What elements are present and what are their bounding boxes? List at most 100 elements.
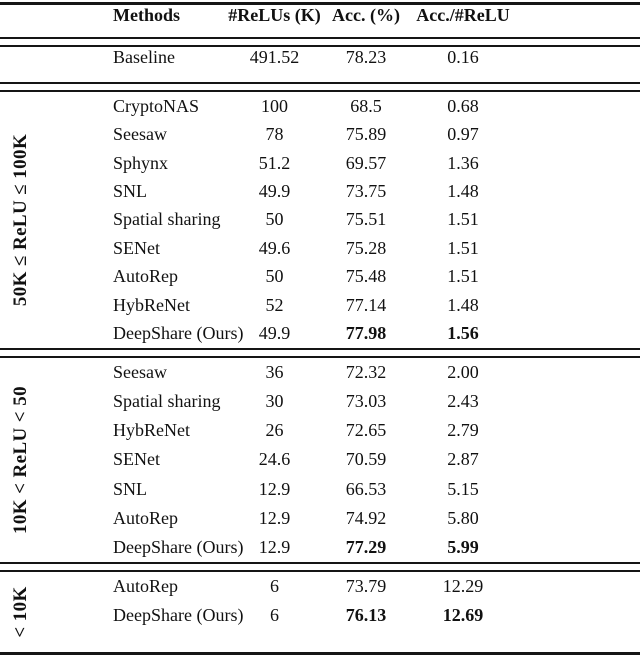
ratio-cell: 12.69 bbox=[442, 605, 484, 625]
relus-cell: 49.9 bbox=[258, 323, 291, 344]
acc-cell: 73.03 bbox=[345, 391, 387, 412]
acc-cell: 68.5 bbox=[350, 95, 382, 116]
ratio-cell: 2.00 bbox=[447, 362, 479, 383]
table-row: Spatial sharing 50 75.51 1.51 bbox=[0, 206, 640, 234]
ratio-cell: 0.16 bbox=[447, 47, 479, 67]
group-range-label: 10K < ReLU < 50 bbox=[10, 386, 31, 534]
relus-cell: 30 bbox=[265, 391, 284, 412]
relus-cell: 491.52 bbox=[249, 47, 300, 67]
group-section-10k-50: 10K < ReLU < 50 Seesaw 36 72.32 2.00 Spa… bbox=[0, 358, 640, 562]
ratio-cell: 1.51 bbox=[447, 209, 479, 230]
acc-cell: 72.32 bbox=[345, 362, 387, 383]
group-range-label: 50K ≤ ReLU ≤ 100K bbox=[10, 133, 31, 307]
acc-cell: 77.14 bbox=[345, 294, 387, 315]
relus-cell: 78 bbox=[265, 124, 284, 145]
ratio-cell: 5.15 bbox=[447, 478, 479, 499]
acc-cell: 76.13 bbox=[345, 605, 387, 625]
relus-cell: 26 bbox=[265, 420, 284, 441]
method-cell: SENet bbox=[113, 237, 160, 258]
ratio-cell: 12.29 bbox=[442, 576, 484, 596]
header-row: Methods #ReLUs (K) Acc. (%) Acc./#ReLU bbox=[0, 5, 640, 26]
relus-cell: 100 bbox=[261, 95, 288, 116]
table-row: Seesaw 78 75.89 0.97 bbox=[0, 120, 640, 148]
ratio-cell: 5.99 bbox=[447, 536, 479, 557]
relus-cell: 24.6 bbox=[258, 449, 291, 470]
method-cell: HybReNet bbox=[113, 420, 190, 441]
col-header-relus: #ReLUs (K) bbox=[228, 4, 321, 25]
col-header-methods: Methods bbox=[113, 4, 180, 25]
method-cell: DeepShare (Ours) bbox=[113, 605, 244, 625]
relus-cell: 49.6 bbox=[258, 237, 291, 258]
group-divider-rule bbox=[0, 562, 640, 572]
method-cell: SENet bbox=[113, 449, 160, 470]
table-row: HybReNet 52 77.14 1.48 bbox=[0, 291, 640, 319]
group-divider-rule bbox=[0, 348, 640, 358]
table-row: AutoRep 50 75.48 1.51 bbox=[0, 263, 640, 291]
method-cell: HybReNet bbox=[113, 294, 190, 315]
table-row: AutoRep 12.9 74.92 5.80 bbox=[0, 504, 640, 533]
relus-cell: 12.9 bbox=[258, 478, 291, 499]
acc-cell: 72.65 bbox=[345, 420, 387, 441]
relus-cell: 36 bbox=[265, 362, 284, 383]
acc-cell: 75.28 bbox=[345, 237, 387, 258]
acc-cell: 75.89 bbox=[345, 124, 387, 145]
relus-cell: 6 bbox=[270, 576, 279, 596]
baseline-section: Baseline 491.52 78.23 0.16 bbox=[0, 47, 640, 82]
method-cell: AutoRep bbox=[113, 576, 178, 596]
method-cell: SNL bbox=[113, 181, 148, 202]
group-rows: Seesaw 36 72.32 2.00 Spatial sharing 30 … bbox=[0, 358, 640, 562]
method-cell: Spatial sharing bbox=[113, 209, 221, 230]
table-row: Spatial sharing 30 73.03 2.43 bbox=[0, 387, 640, 416]
table-row: SENet 24.6 70.59 2.87 bbox=[0, 445, 640, 474]
table-row: Sphynx 51.2 69.57 1.36 bbox=[0, 149, 640, 177]
method-cell: Seesaw bbox=[113, 124, 167, 145]
group-section-under-10k: < 10K AutoRep 6 73.79 12.29 DeepShare (O… bbox=[0, 572, 640, 652]
table-row: DeepShare (Ours) 49.9 77.98 1.56 bbox=[0, 320, 640, 348]
relus-cell: 12.9 bbox=[258, 507, 291, 528]
acc-cell: 70.59 bbox=[345, 449, 387, 470]
ratio-cell: 1.51 bbox=[447, 266, 479, 287]
acc-cell: 75.48 bbox=[345, 266, 387, 287]
header-divider-rule bbox=[0, 37, 640, 47]
acc-cell: 73.79 bbox=[345, 576, 387, 596]
method-cell: SNL bbox=[113, 478, 148, 499]
ratio-cell: 0.68 bbox=[447, 95, 479, 116]
ratio-cell: 0.97 bbox=[447, 124, 479, 145]
table-row: SNL 49.9 73.75 1.48 bbox=[0, 177, 640, 205]
table-top-rule bbox=[0, 1, 640, 5]
group-rows: CryptoNAS 100 68.5 0.68 Seesaw 78 75.89 … bbox=[0, 92, 640, 348]
table-bottom-rule bbox=[0, 652, 640, 655]
method-cell: DeepShare (Ours) bbox=[113, 323, 244, 344]
table-row: CryptoNAS 100 68.5 0.68 bbox=[0, 92, 640, 120]
ratio-cell: 2.87 bbox=[447, 449, 479, 470]
acc-cell: 66.53 bbox=[345, 478, 387, 499]
relus-cell: 6 bbox=[270, 605, 279, 625]
col-header-ratio: Acc./#ReLU bbox=[416, 4, 510, 25]
relus-cell: 50 bbox=[265, 209, 284, 230]
table-row: DeepShare (Ours) 6 76.13 12.69 bbox=[0, 601, 640, 630]
table-header-section: Methods #ReLUs (K) Acc. (%) Acc./#ReLU bbox=[0, 5, 640, 38]
method-cell: Spatial sharing bbox=[113, 391, 221, 412]
table-row: AutoRep 6 73.79 12.29 bbox=[0, 572, 640, 601]
ratio-cell: 2.79 bbox=[447, 420, 479, 441]
method-cell: Sphynx bbox=[113, 152, 169, 173]
acc-cell: 74.92 bbox=[345, 507, 387, 528]
group-rows: AutoRep 6 73.79 12.29 DeepShare (Ours) 6… bbox=[0, 572, 640, 652]
col-header-acc: Acc. (%) bbox=[332, 4, 400, 25]
method-cell: Baseline bbox=[113, 47, 175, 67]
ratio-cell: 2.43 bbox=[447, 391, 479, 412]
baseline-row: Baseline 491.52 78.23 0.16 bbox=[0, 47, 640, 68]
ratio-cell: 1.36 bbox=[447, 152, 479, 173]
method-cell: CryptoNAS bbox=[113, 95, 200, 116]
acc-cell: 77.98 bbox=[345, 323, 387, 344]
group-section-50k-100k: 50K ≤ ReLU ≤ 100K CryptoNAS 100 68.5 0.6… bbox=[0, 92, 640, 348]
method-cell: Seesaw bbox=[113, 362, 167, 383]
baseline-divider-rule bbox=[0, 82, 640, 92]
acc-cell: 78.23 bbox=[345, 47, 387, 67]
method-cell: DeepShare (Ours) bbox=[113, 536, 244, 557]
method-cell: AutoRep bbox=[113, 507, 178, 528]
table-row: Seesaw 36 72.32 2.00 bbox=[0, 358, 640, 387]
table-row: SNL 12.9 66.53 5.15 bbox=[0, 475, 640, 504]
